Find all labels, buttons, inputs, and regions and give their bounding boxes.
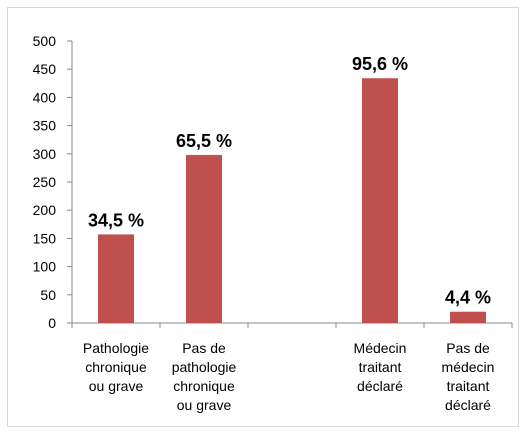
y-tick-label: 500 xyxy=(33,33,57,49)
y-tick-label: 400 xyxy=(33,89,57,105)
x-tick-label: Pas de pathologie chronique ou grave xyxy=(172,340,237,413)
value-label: 34,5 % xyxy=(88,210,144,230)
y-tick-label: 0 xyxy=(48,315,56,331)
y-tick-label: 50 xyxy=(40,287,56,303)
x-tick-label: Médecin traitant déclaré xyxy=(354,340,407,394)
value-label: 4,4 % xyxy=(445,288,491,308)
bar xyxy=(362,78,398,323)
y-tick-label: 350 xyxy=(33,118,57,134)
y-tick-label: 100 xyxy=(33,259,57,275)
y-tick-label: 150 xyxy=(33,230,57,246)
value-label: 95,6 % xyxy=(352,54,408,74)
y-tick-label: 450 xyxy=(33,61,57,77)
bar xyxy=(98,234,134,323)
bar xyxy=(186,154,222,323)
y-tick-label: 250 xyxy=(33,174,57,190)
x-tick-label: Pas de médecin traitant déclaré xyxy=(442,340,495,413)
x-tick-label: Pathologie chronique ou grave xyxy=(83,340,149,394)
y-tick-label: 200 xyxy=(33,202,57,218)
value-label: 65,5 % xyxy=(176,131,232,151)
bar xyxy=(450,311,486,323)
y-tick-label: 300 xyxy=(33,146,57,162)
chart-frame xyxy=(7,7,519,427)
